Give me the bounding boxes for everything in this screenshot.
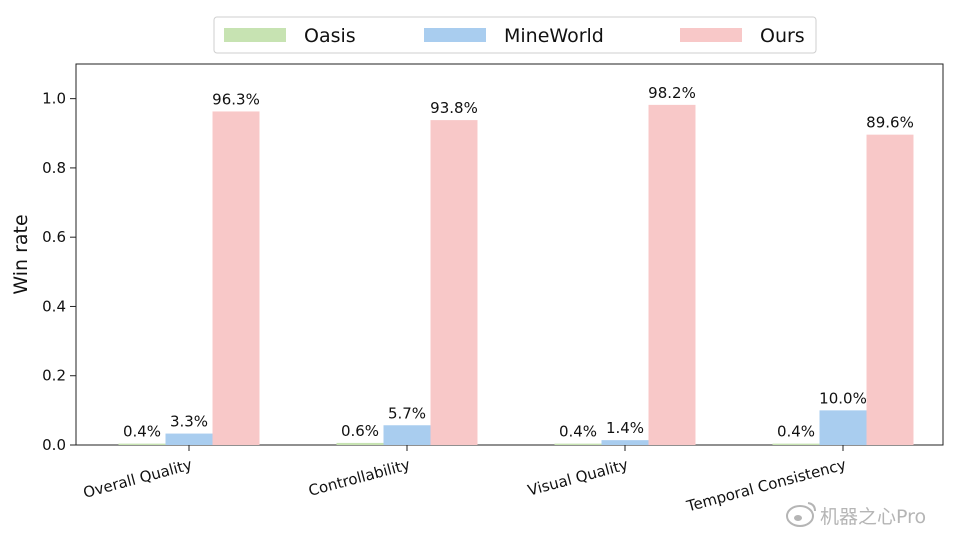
data-label-mineworld: 3.3% xyxy=(170,413,208,431)
bar-ours xyxy=(212,111,260,446)
y-tick-label: 0.2 xyxy=(42,367,66,385)
watermark-text: 机器之心Pro xyxy=(820,506,926,528)
legend-label-mineworld: MineWorld xyxy=(504,25,604,47)
y-tick-label: 0.4 xyxy=(42,297,66,315)
legend: Oasis MineWorld Ours xyxy=(213,16,817,54)
x-category-label: Visual Quality xyxy=(526,455,630,499)
y-axis-title: Win rate xyxy=(10,214,32,294)
data-label-oasis: 0.4% xyxy=(559,423,597,441)
weibo-logo-ring xyxy=(786,505,814,527)
bar-mineworld xyxy=(601,440,649,445)
plot-area: 0.0 0.2 0.4 0.6 0.8 1.0 Win rate Overall Qualit… xyxy=(10,63,944,516)
bar-mineworld xyxy=(165,433,213,445)
x-category-label: Controllability xyxy=(307,455,413,499)
bar-ours xyxy=(866,134,914,445)
data-label-mineworld: 1.4% xyxy=(606,419,644,437)
data-label-ours: 98.2% xyxy=(648,84,696,102)
bar-mineworld xyxy=(383,425,431,445)
data-label-mineworld: 5.7% xyxy=(388,404,426,422)
legend-swatch-oasis xyxy=(224,28,286,42)
data-label-oasis: 0.4% xyxy=(123,423,161,441)
legend-swatch-ours xyxy=(680,28,742,42)
data-label-ours: 93.8% xyxy=(430,99,478,117)
y-tick-label: 0.0 xyxy=(42,436,66,454)
legend-label-oasis: Oasis xyxy=(304,25,356,47)
y-tick-label: 0.6 xyxy=(42,228,66,246)
data-label-oasis: 0.4% xyxy=(777,423,815,441)
bar-ours xyxy=(430,120,478,446)
y-tick-label: 1.0 xyxy=(42,90,66,108)
x-category-label: Overall Quality xyxy=(81,455,194,501)
bar-ours xyxy=(648,104,696,445)
data-label-ours: 96.3% xyxy=(212,90,260,108)
weibo-logo-wave xyxy=(807,502,816,512)
weibo-logo-eye xyxy=(794,515,802,521)
data-label-mineworld: 10.0% xyxy=(819,389,867,407)
data-label-ours: 89.6% xyxy=(866,114,914,132)
y-tick-label: 0.8 xyxy=(42,159,66,177)
plot-frame xyxy=(75,63,944,446)
bar-oasis xyxy=(118,443,166,445)
legend-label-ours: Ours xyxy=(760,25,805,47)
legend-swatch-mineworld xyxy=(424,28,486,42)
bar-oasis xyxy=(554,443,602,445)
weibo-logo-icon xyxy=(786,502,816,527)
bar-oasis xyxy=(336,442,384,445)
legend-box xyxy=(213,16,817,54)
bar-mineworld xyxy=(819,410,867,445)
bar-oasis xyxy=(772,443,820,445)
data-label-oasis: 0.6% xyxy=(341,422,379,440)
watermark: 机器之心Pro xyxy=(786,502,926,528)
